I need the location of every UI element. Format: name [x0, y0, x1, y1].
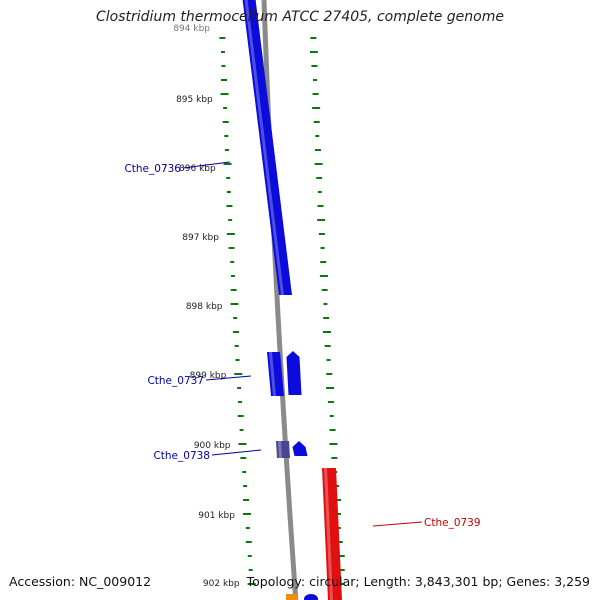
gene-cthe-0737-a-highlight — [269, 352, 276, 396]
orange-feature — [286, 594, 298, 600]
gene-next — [304, 594, 318, 600]
gene-cthe-0736-highlight — [244, 0, 284, 295]
gene-label-leader — [211, 449, 262, 456]
gene-label: Cthe_0739 — [424, 517, 481, 529]
gc-content-track — [219, 37, 345, 585]
position-ruler: 894 kbp 895 kbp 896 kbp 897 kbp 898 kbp 899 k… — [173, 24, 240, 589]
gene-cthe-0738-a — [276, 441, 290, 458]
gene-cthe-0737-a — [267, 352, 284, 396]
ruler-label: 901 kbp — [198, 511, 235, 521]
genome-summary-text: Topology: circular; Length: 3,843,301 bp… — [246, 574, 590, 589]
gene-label-leader — [182, 161, 231, 169]
ruler-label: 900 kbp — [194, 441, 231, 451]
ruler-label: 896 kbp — [179, 164, 216, 174]
gene-labels: Cthe_0736 Cthe_0737 Cthe_0738 Cthe_0739 — [124, 161, 481, 529]
gene-label-leader — [372, 521, 423, 527]
gene-label: Cthe_0737 — [147, 375, 204, 387]
genes-track — [242, 0, 342, 600]
ruler-label: 894 kbp — [173, 24, 210, 34]
gene-label-leader — [205, 375, 252, 381]
gene-cthe-0738-a-highlight — [278, 441, 282, 458]
backbone-line — [261, 0, 299, 600]
ruler-label: 897 kbp — [182, 233, 219, 243]
ruler-label: 895 kbp — [176, 95, 213, 105]
gene-cthe-0737-b — [286, 351, 302, 395]
genome-backbone — [261, 0, 299, 600]
ruler-label: 899 kbp — [190, 371, 227, 381]
gene-cthe-0736 — [242, 0, 292, 295]
gene-cthe-0739-highlight — [324, 468, 333, 600]
ruler-label: 898 kbp — [186, 302, 223, 312]
ruler-label: 902 kbp — [203, 579, 240, 589]
accession-text: Accession: NC_009012 — [9, 574, 152, 589]
gene-cthe-0739 — [322, 468, 342, 600]
gene-label: Cthe_0736 — [124, 163, 181, 175]
gene-cthe-0738-b — [292, 441, 308, 456]
gene-label: Cthe_0738 — [153, 450, 210, 462]
map-title: Clostridium thermocellum ATCC 27405, com… — [96, 9, 504, 25]
